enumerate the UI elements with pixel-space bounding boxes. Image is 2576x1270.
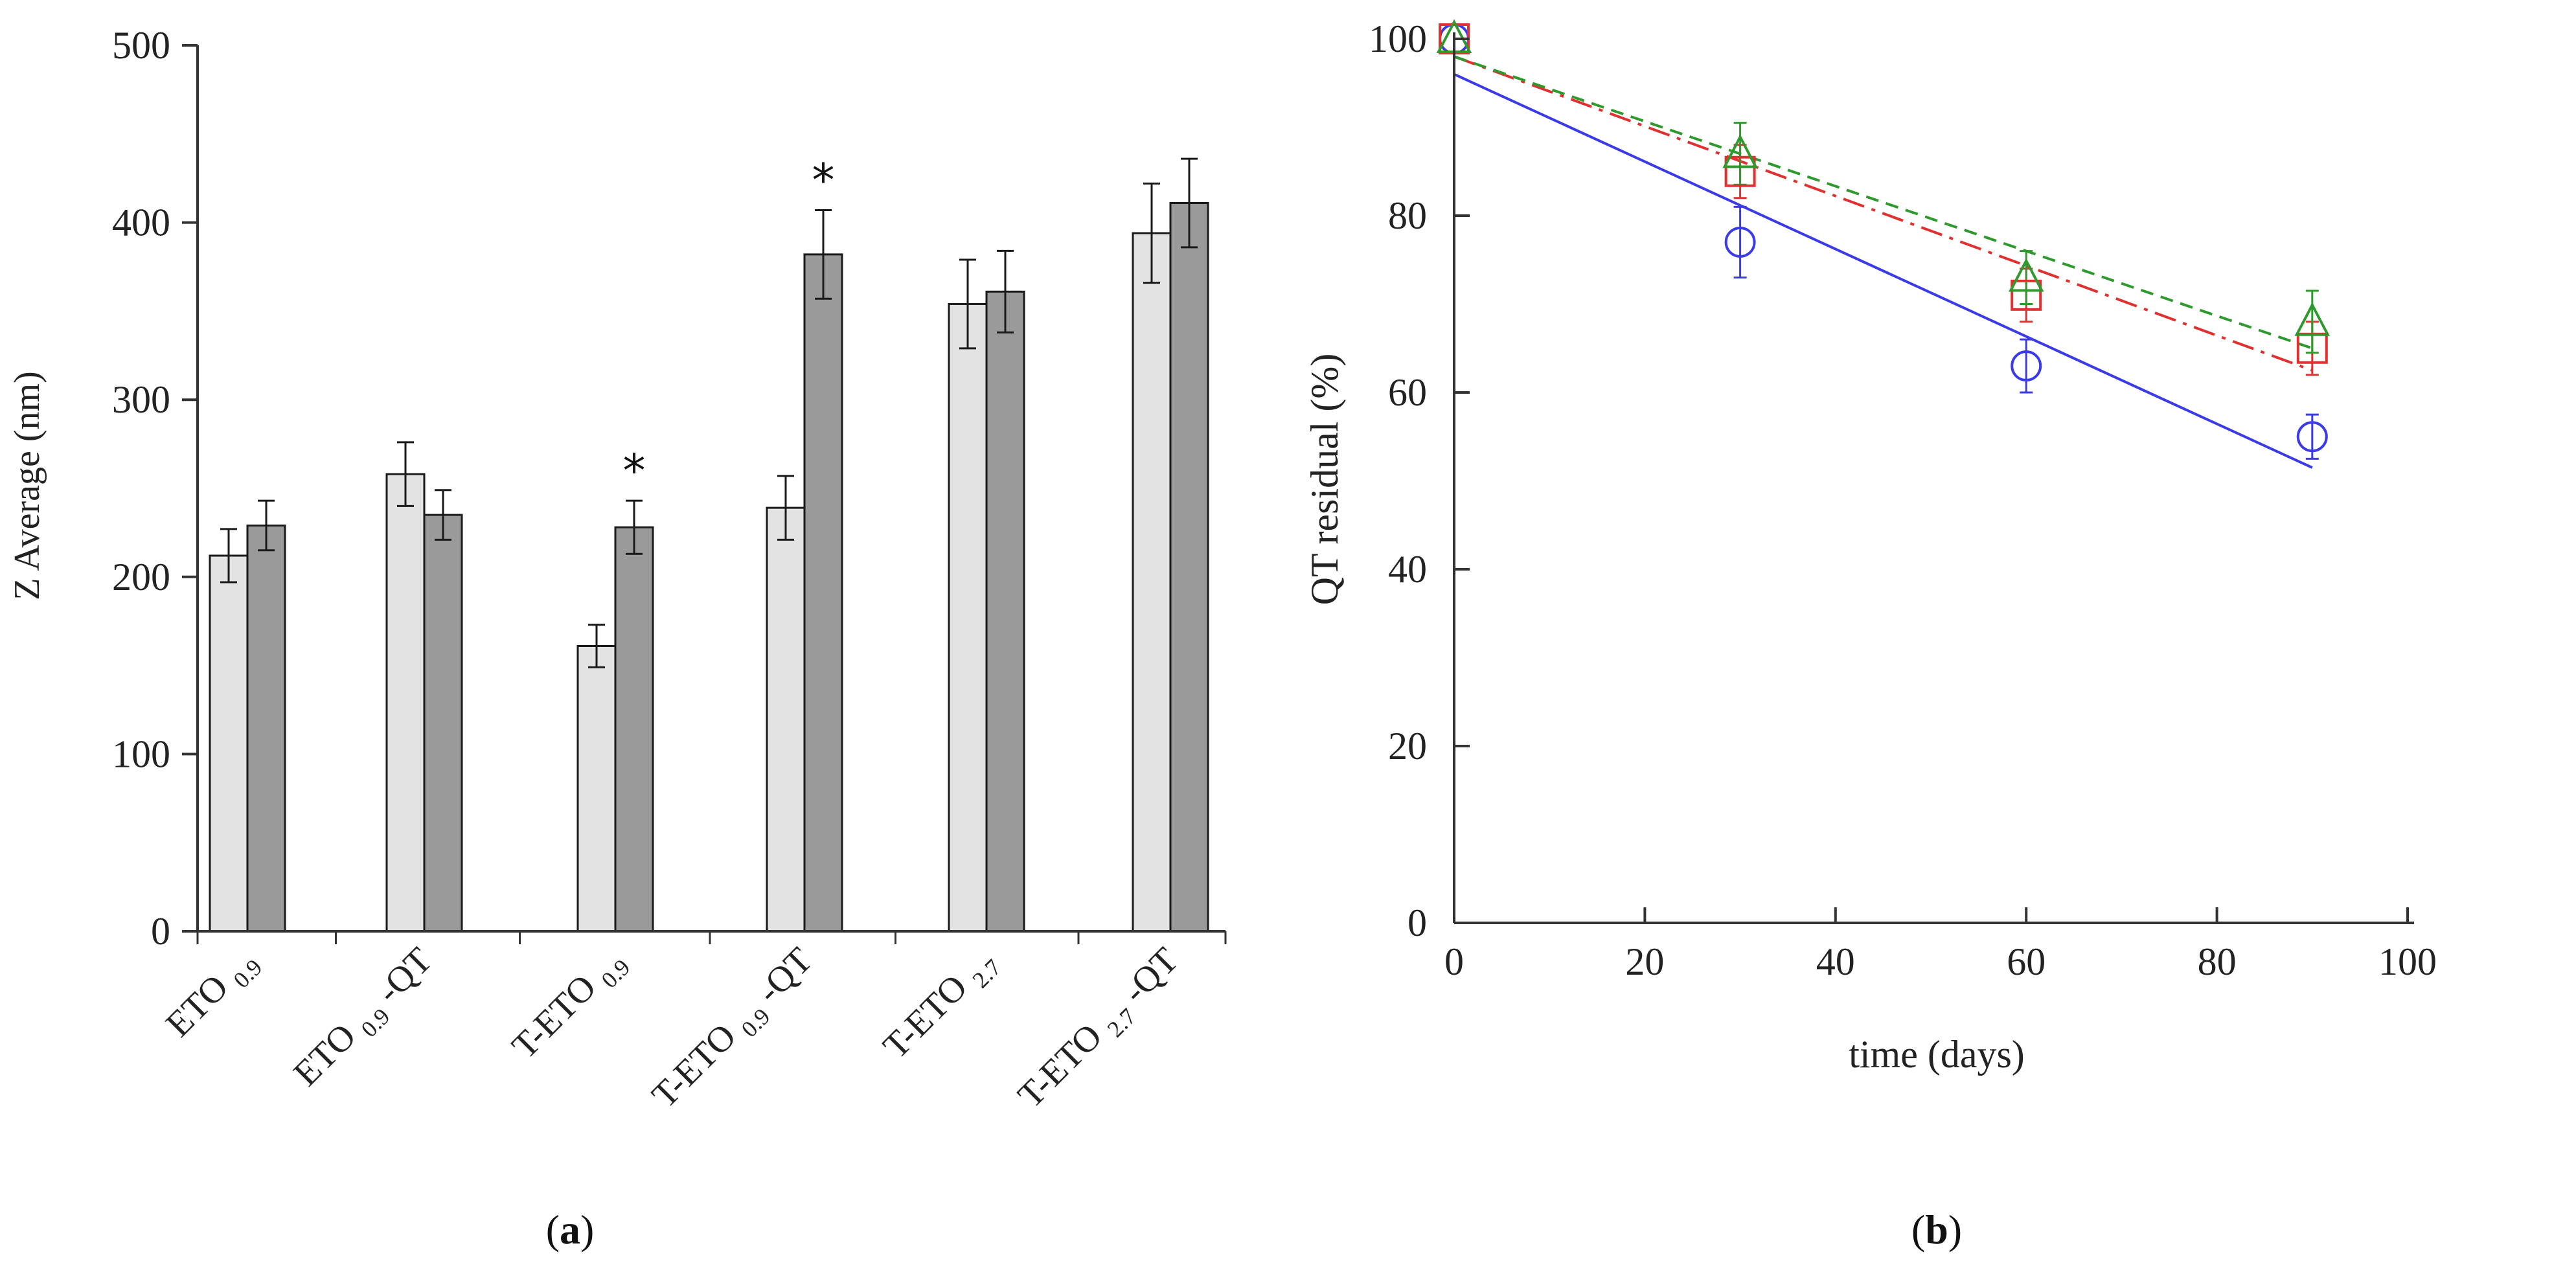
a-panel-label: (a) xyxy=(546,1207,595,1253)
b-marker-triangle xyxy=(1722,134,1758,168)
a-bar xyxy=(423,514,463,933)
significance-star: * xyxy=(623,444,646,497)
a-bar xyxy=(985,290,1025,933)
a-y-tick-label: 100 xyxy=(112,732,170,775)
a-bar xyxy=(766,506,806,933)
a-x-tick-label: T-ETO 2.7 xyxy=(876,940,1007,1071)
b-fit-line-triangle xyxy=(1453,55,2313,350)
b-y-tick-label: 0 xyxy=(1408,901,1427,944)
a-x-tick-label: T-ETO 0.9 -QT xyxy=(644,940,825,1120)
a-x-tick-label: T-ETO 0.9 xyxy=(505,940,635,1071)
b-y-tick-label: 80 xyxy=(1388,194,1427,237)
b-x-tick-label: 20 xyxy=(1625,940,1664,983)
b-y-tick-label: 60 xyxy=(1388,371,1427,414)
b-x-tick-label: 100 xyxy=(2378,940,2437,983)
b-marker-square xyxy=(1724,155,1756,187)
b-x-tick-label: 80 xyxy=(2198,940,2237,983)
b-marker-circle xyxy=(2011,350,2042,382)
a-bar xyxy=(1132,232,1172,933)
a-y-tick-label: 500 xyxy=(112,24,170,67)
b-x-axis-label: time (days) xyxy=(1849,1033,2025,1076)
a-x-tick-label: T-ETO 2.7 -QT xyxy=(1010,940,1191,1120)
a-bar xyxy=(1169,202,1209,933)
b-marker-circle xyxy=(1724,226,1756,258)
a-y-tick-label: 0 xyxy=(151,910,170,953)
b-marker-triangle xyxy=(2008,258,2044,292)
b-y-tick-label: 20 xyxy=(1388,725,1427,767)
a-y-tick-label: 400 xyxy=(112,201,170,244)
b-marker-triangle xyxy=(2294,302,2331,336)
a-x-tick-label: ETO 0.9 -QT xyxy=(286,940,444,1098)
b-fit-line-circle xyxy=(1453,73,2313,469)
b-marker-square xyxy=(2011,279,2042,311)
a-bar xyxy=(209,554,249,933)
a-y-axis-label: Z Average (nm) xyxy=(7,371,47,600)
panel-b-scatter-chart: 0 20 40 60 80 100 0 20 40 60 80 100 QT residual (%)… xyxy=(1303,17,2437,1253)
a-bar xyxy=(948,302,988,933)
a-y-tick-label: 200 xyxy=(112,556,170,598)
a-x-tick-label: ETO 0.9 xyxy=(158,940,267,1049)
a-bar xyxy=(246,524,286,933)
b-y-tick-label: 100 xyxy=(1369,17,1427,60)
significance-star: * xyxy=(812,153,835,207)
a-bar xyxy=(576,645,617,933)
b-panel-label: (b) xyxy=(1911,1207,1962,1253)
b-y-tick-label: 40 xyxy=(1388,548,1427,591)
b-fit-line-square xyxy=(1453,55,2313,372)
b-marker-circle xyxy=(2296,421,2328,453)
a-bar xyxy=(385,473,426,933)
a-y-tick-label: 300 xyxy=(112,378,170,421)
b-x-tick-label: 40 xyxy=(1816,940,1855,983)
a-bar xyxy=(803,253,843,933)
b-y-axis-label: QT residual (%) xyxy=(1303,354,1346,606)
b-x-tick-label: 60 xyxy=(2007,940,2046,983)
b-x-tick-label: 0 xyxy=(1444,940,1464,983)
a-bar xyxy=(614,526,654,933)
